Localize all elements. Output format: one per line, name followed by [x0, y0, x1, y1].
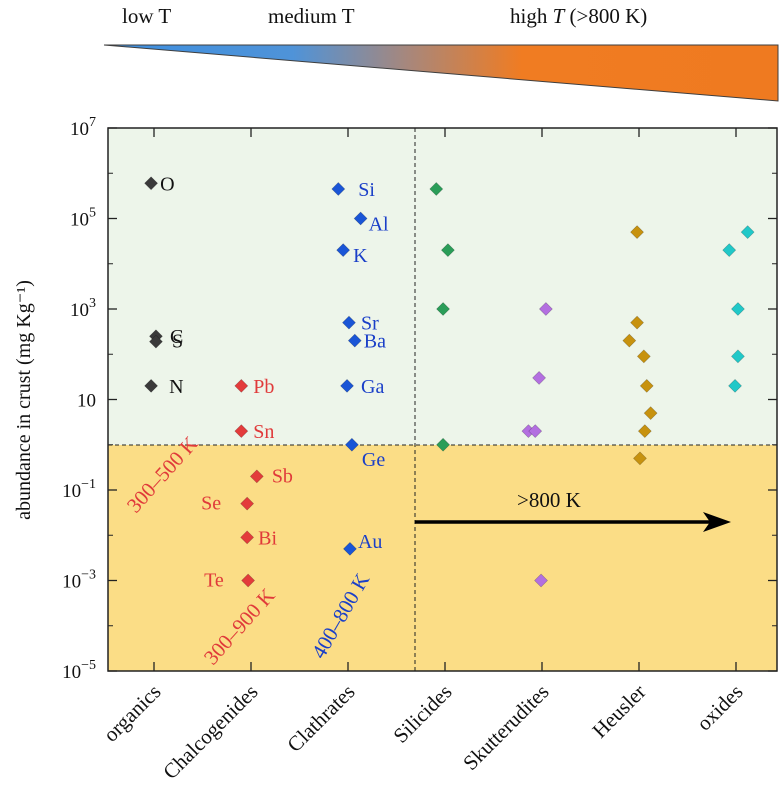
chalcogenides-point-label: Te [204, 570, 224, 592]
oxides-point [728, 378, 742, 393]
y-tick-label: 105 [70, 206, 96, 231]
clathrates-point-label: Al [369, 214, 389, 236]
chalcogenides-point [240, 496, 255, 511]
header-high-t: high T (>800 K) [510, 4, 648, 28]
organics-point-label: N [169, 376, 183, 398]
chalcogenides-point-label: Sb [272, 465, 293, 487]
x-category-label: oxides [692, 680, 748, 736]
chalcogenides-point [234, 378, 249, 393]
x-category-label: Silicides [388, 680, 456, 748]
high-abundance-band [108, 128, 777, 445]
clathrates-point [344, 437, 359, 452]
y-tick-label: 107 [70, 115, 96, 140]
organics-point-label: S [172, 331, 183, 353]
skutterudites-point [532, 370, 547, 385]
y-tick-label: 10 [77, 391, 96, 412]
plot-frame [107, 127, 778, 672]
heusler-point [636, 349, 651, 364]
skutterudites-point [528, 424, 543, 439]
chalcogenides-point-label: Sn [253, 421, 274, 443]
x-category-label: Clathrates [282, 680, 359, 757]
y-tick-label: 10−1 [62, 477, 96, 502]
skutterudites-point [534, 573, 548, 588]
header-low-t: low T [122, 4, 172, 28]
clathrates-point [353, 211, 368, 226]
silicides-point [436, 302, 450, 316]
x-category-label: Heusler [587, 680, 650, 743]
clathrates-point-label: K [353, 245, 368, 267]
organics-point [144, 176, 159, 191]
organics-point-label: O [160, 173, 174, 195]
high-temperature-region [415, 445, 777, 671]
clathrates-point [342, 315, 356, 330]
heusler-point [633, 451, 647, 466]
chalcogenides-point [240, 530, 255, 545]
organics-point [144, 378, 159, 393]
oxides-point [731, 302, 745, 316]
organics-point-label: C [170, 326, 183, 348]
clathrates-point-label: Ga [361, 376, 384, 398]
clathrates-point-label: Si [358, 179, 375, 201]
skutterudites-point [538, 302, 553, 316]
heusler-point [622, 333, 637, 348]
y-axis-label: abundance in crust (mg Kg⁻¹) [13, 280, 35, 520]
chalcogenides-point-label: Se [201, 493, 221, 515]
y-tick-label: 103 [70, 296, 96, 321]
chalcogenides-point [234, 424, 249, 439]
chalcogenides-point [249, 469, 264, 484]
silicides-point [429, 182, 444, 196]
heusler-point [643, 406, 658, 421]
clathrates-point [336, 243, 351, 258]
silicides-point [436, 437, 450, 452]
clathrates-point [340, 378, 354, 393]
header-medium-t: medium T [268, 4, 355, 28]
clathrates-point [331, 182, 346, 196]
clathrates-point-label: Ge [362, 449, 385, 471]
clathrates-point-label: Ba [364, 331, 386, 353]
y-tick-label: 10−3 [62, 568, 96, 593]
oxides-point [722, 243, 737, 258]
x-category-label: Skutterudites [458, 680, 553, 775]
high-range-arrow-head [703, 512, 731, 532]
clathrates-point [343, 541, 357, 556]
temperature-gradient-wedge [103, 44, 779, 102]
oxides-point [731, 349, 745, 364]
chalcogenides-point [241, 573, 256, 588]
x-category-label: Chalcogenides [158, 680, 262, 784]
x-category-label: organics [99, 680, 166, 747]
heusler-point [637, 424, 652, 439]
chalcogenides-point-label: Pb [253, 376, 274, 398]
chalcogenides-point-label: Bi [258, 527, 277, 549]
organics-point [149, 334, 163, 349]
clathrates-point [347, 333, 362, 348]
clathrates-point-label: Sr [361, 313, 379, 335]
heusler-point [630, 225, 644, 240]
clathrates-point-label: Au [358, 531, 382, 553]
heusler-point [639, 378, 654, 393]
oxides-point [740, 225, 755, 240]
y-tick-label: 10−5 [62, 658, 96, 683]
heusler-point [630, 315, 644, 330]
annotation-high-range: >800 K [517, 488, 581, 512]
silicides-point [440, 243, 455, 258]
